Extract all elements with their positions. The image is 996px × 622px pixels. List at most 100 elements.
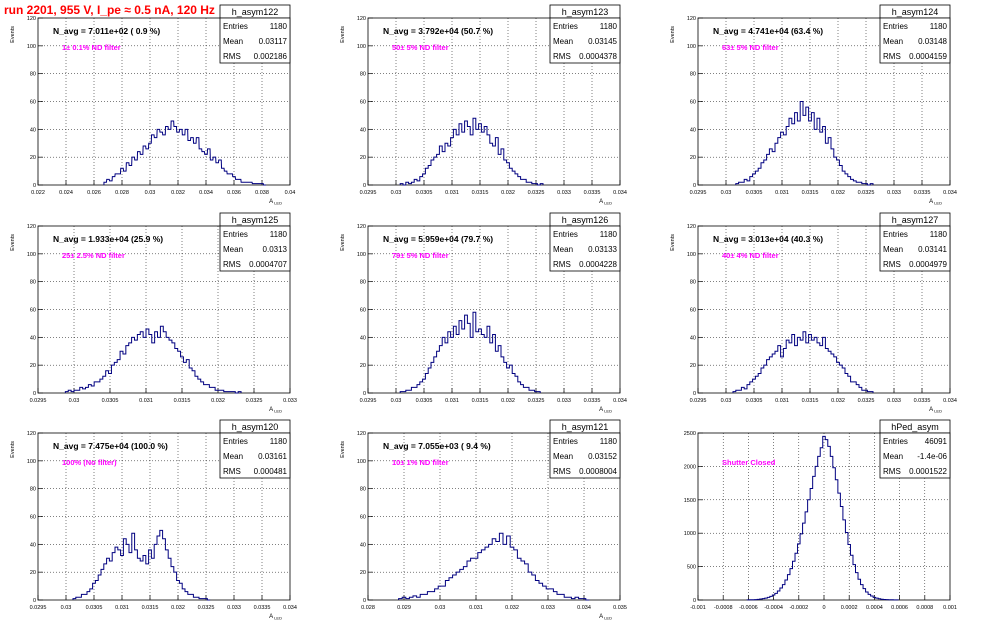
x-tick-label: 0.0335: [584, 190, 601, 196]
x-tick-label: 0.033: [887, 190, 901, 196]
stats-value: 1180: [270, 22, 288, 31]
y-tick-label: 20: [690, 155, 696, 161]
stats-box: [549, 17, 621, 64]
x-tick-label: 0.0325: [528, 398, 545, 404]
x-tick-label: 0.0305: [416, 398, 433, 404]
histogram-name: h_asym127: [892, 215, 939, 225]
stats-value: -1.4e-06: [917, 452, 947, 461]
filter-label: Shutter Closed: [722, 458, 776, 467]
x-tick-label: 0.03: [391, 190, 402, 196]
x-tick-label: 0.0305: [746, 190, 763, 196]
x-tick-label: 0.032: [501, 190, 515, 196]
histogram-panel: 0.022 0.024 0.026 0.028 0.03 0.032 0.034 0.036 0…: [10, 4, 295, 206]
x-tick-label: 0.0008: [916, 605, 933, 611]
stats-value: 0.03141: [918, 245, 947, 254]
x-tick-label: 0.031: [469, 605, 483, 611]
filter-label: 79± 5% ND filter: [392, 251, 449, 260]
n-avg-text: N_avg = 5.959e+04 (79.7 %): [383, 234, 493, 244]
stats-label: RMS: [883, 467, 901, 476]
stats-label: Entries: [883, 22, 908, 31]
y-axis-label: Events: [10, 441, 16, 458]
stats-box: [549, 432, 621, 479]
filter-label: 25± 2.5% ND filter: [62, 251, 125, 260]
x-tick-label: 0.033: [541, 605, 555, 611]
x-tick-label: 0.028: [361, 605, 375, 611]
stats-value: 0.0004707: [249, 260, 287, 269]
x-tick-label: 0.0295: [360, 190, 377, 196]
y-tick-label: 100: [357, 44, 366, 50]
x-tick-label: 0.0006: [891, 605, 908, 611]
stats-value: 0.03148: [918, 37, 947, 46]
x-tick-label: 0.0315: [802, 398, 819, 404]
x-tick-label: 0.0315: [472, 190, 489, 196]
stats-label: Entries: [883, 437, 908, 446]
stats-label: RMS: [883, 260, 901, 269]
stats-label: Mean: [883, 245, 903, 254]
x-tick-label: 0.033: [557, 190, 571, 196]
x-tick-label: 0.0335: [914, 190, 931, 196]
stats-value: 0.000481: [254, 467, 288, 476]
x-tick-label: 0.033: [887, 398, 901, 404]
stats-value: 0.03152: [588, 452, 617, 461]
histogram-name: hPed_asym: [891, 422, 939, 432]
y-tick-label: 40: [30, 335, 36, 341]
y-tick-label: 120: [27, 16, 36, 22]
x-tick-label: -0.0002: [789, 605, 808, 611]
x-tick-label: 0.0325: [246, 398, 263, 404]
x-tick-label: 0.0295: [690, 398, 707, 404]
histogram-line: [399, 117, 544, 186]
stats-value: 1180: [270, 437, 288, 446]
y-tick-label: 60: [30, 100, 36, 106]
n-avg-text: N_avg = 1.933e+04 (25.9 %): [53, 234, 163, 244]
x-tick-label: 0.032: [211, 398, 225, 404]
plot-frame: [367, 17, 621, 186]
y-tick-label: 0: [693, 598, 696, 604]
x-tick-label: 0.034: [613, 398, 627, 404]
x-tick-label: 0.034: [943, 398, 957, 404]
y-tick-label: 120: [687, 16, 696, 22]
stats-label: Mean: [883, 452, 903, 461]
x-tick-label: 0.022: [31, 190, 45, 196]
stats-label: RMS: [553, 260, 571, 269]
y-tick-label: 40: [690, 335, 696, 341]
x-axis-label: A LED: [269, 614, 282, 621]
x-tick-label: -0.001: [690, 605, 706, 611]
histogram-name: h_asym126: [562, 215, 609, 225]
y-tick-label: 120: [357, 224, 366, 230]
x-tick-label: 0.033: [283, 398, 297, 404]
y-tick-label: 80: [30, 487, 36, 493]
y-tick-label: 80: [360, 280, 366, 286]
y-tick-label: 500: [687, 565, 696, 571]
stats-box: [879, 225, 951, 272]
x-tick-label: 0.033: [227, 605, 241, 611]
x-tick-label: 0.0295: [690, 190, 707, 196]
stats-label: Mean: [553, 452, 573, 461]
histogram-line: [64, 325, 242, 394]
x-tick-label: 0.0315: [142, 605, 159, 611]
stats-label: RMS: [553, 467, 571, 476]
x-tick-label: 0.0295: [30, 605, 47, 611]
stats-label: Entries: [553, 22, 578, 31]
y-tick-label: 120: [27, 224, 36, 230]
stats-value: 1180: [600, 230, 618, 239]
filter-label: 1± 0.1% ND filter: [62, 43, 121, 52]
x-tick-label: 0.028: [115, 190, 129, 196]
x-tick-label: -0.0008: [714, 605, 733, 611]
x-tick-label: 0.034: [613, 190, 627, 196]
stats-value: 1180: [930, 22, 948, 31]
filter-label: 40± 4% ND filter: [722, 251, 779, 260]
x-tick-label: 0.03: [69, 398, 80, 404]
y-tick-label: 120: [357, 431, 366, 437]
y-tick-label: 0: [363, 183, 366, 189]
x-axis-label: A LED: [599, 199, 612, 206]
y-tick-label: 100: [687, 252, 696, 258]
stats-box: [879, 17, 951, 64]
plot-frame: [367, 225, 621, 394]
stats-label: RMS: [883, 52, 901, 61]
x-tick-label: 0.034: [943, 190, 957, 196]
histogram-name: h_asym123: [562, 7, 609, 17]
stats-value: 1180: [930, 230, 948, 239]
stats-label: RMS: [223, 260, 241, 269]
n-avg-text: N_avg = 7.475e+04 (100.0 %): [53, 441, 168, 451]
